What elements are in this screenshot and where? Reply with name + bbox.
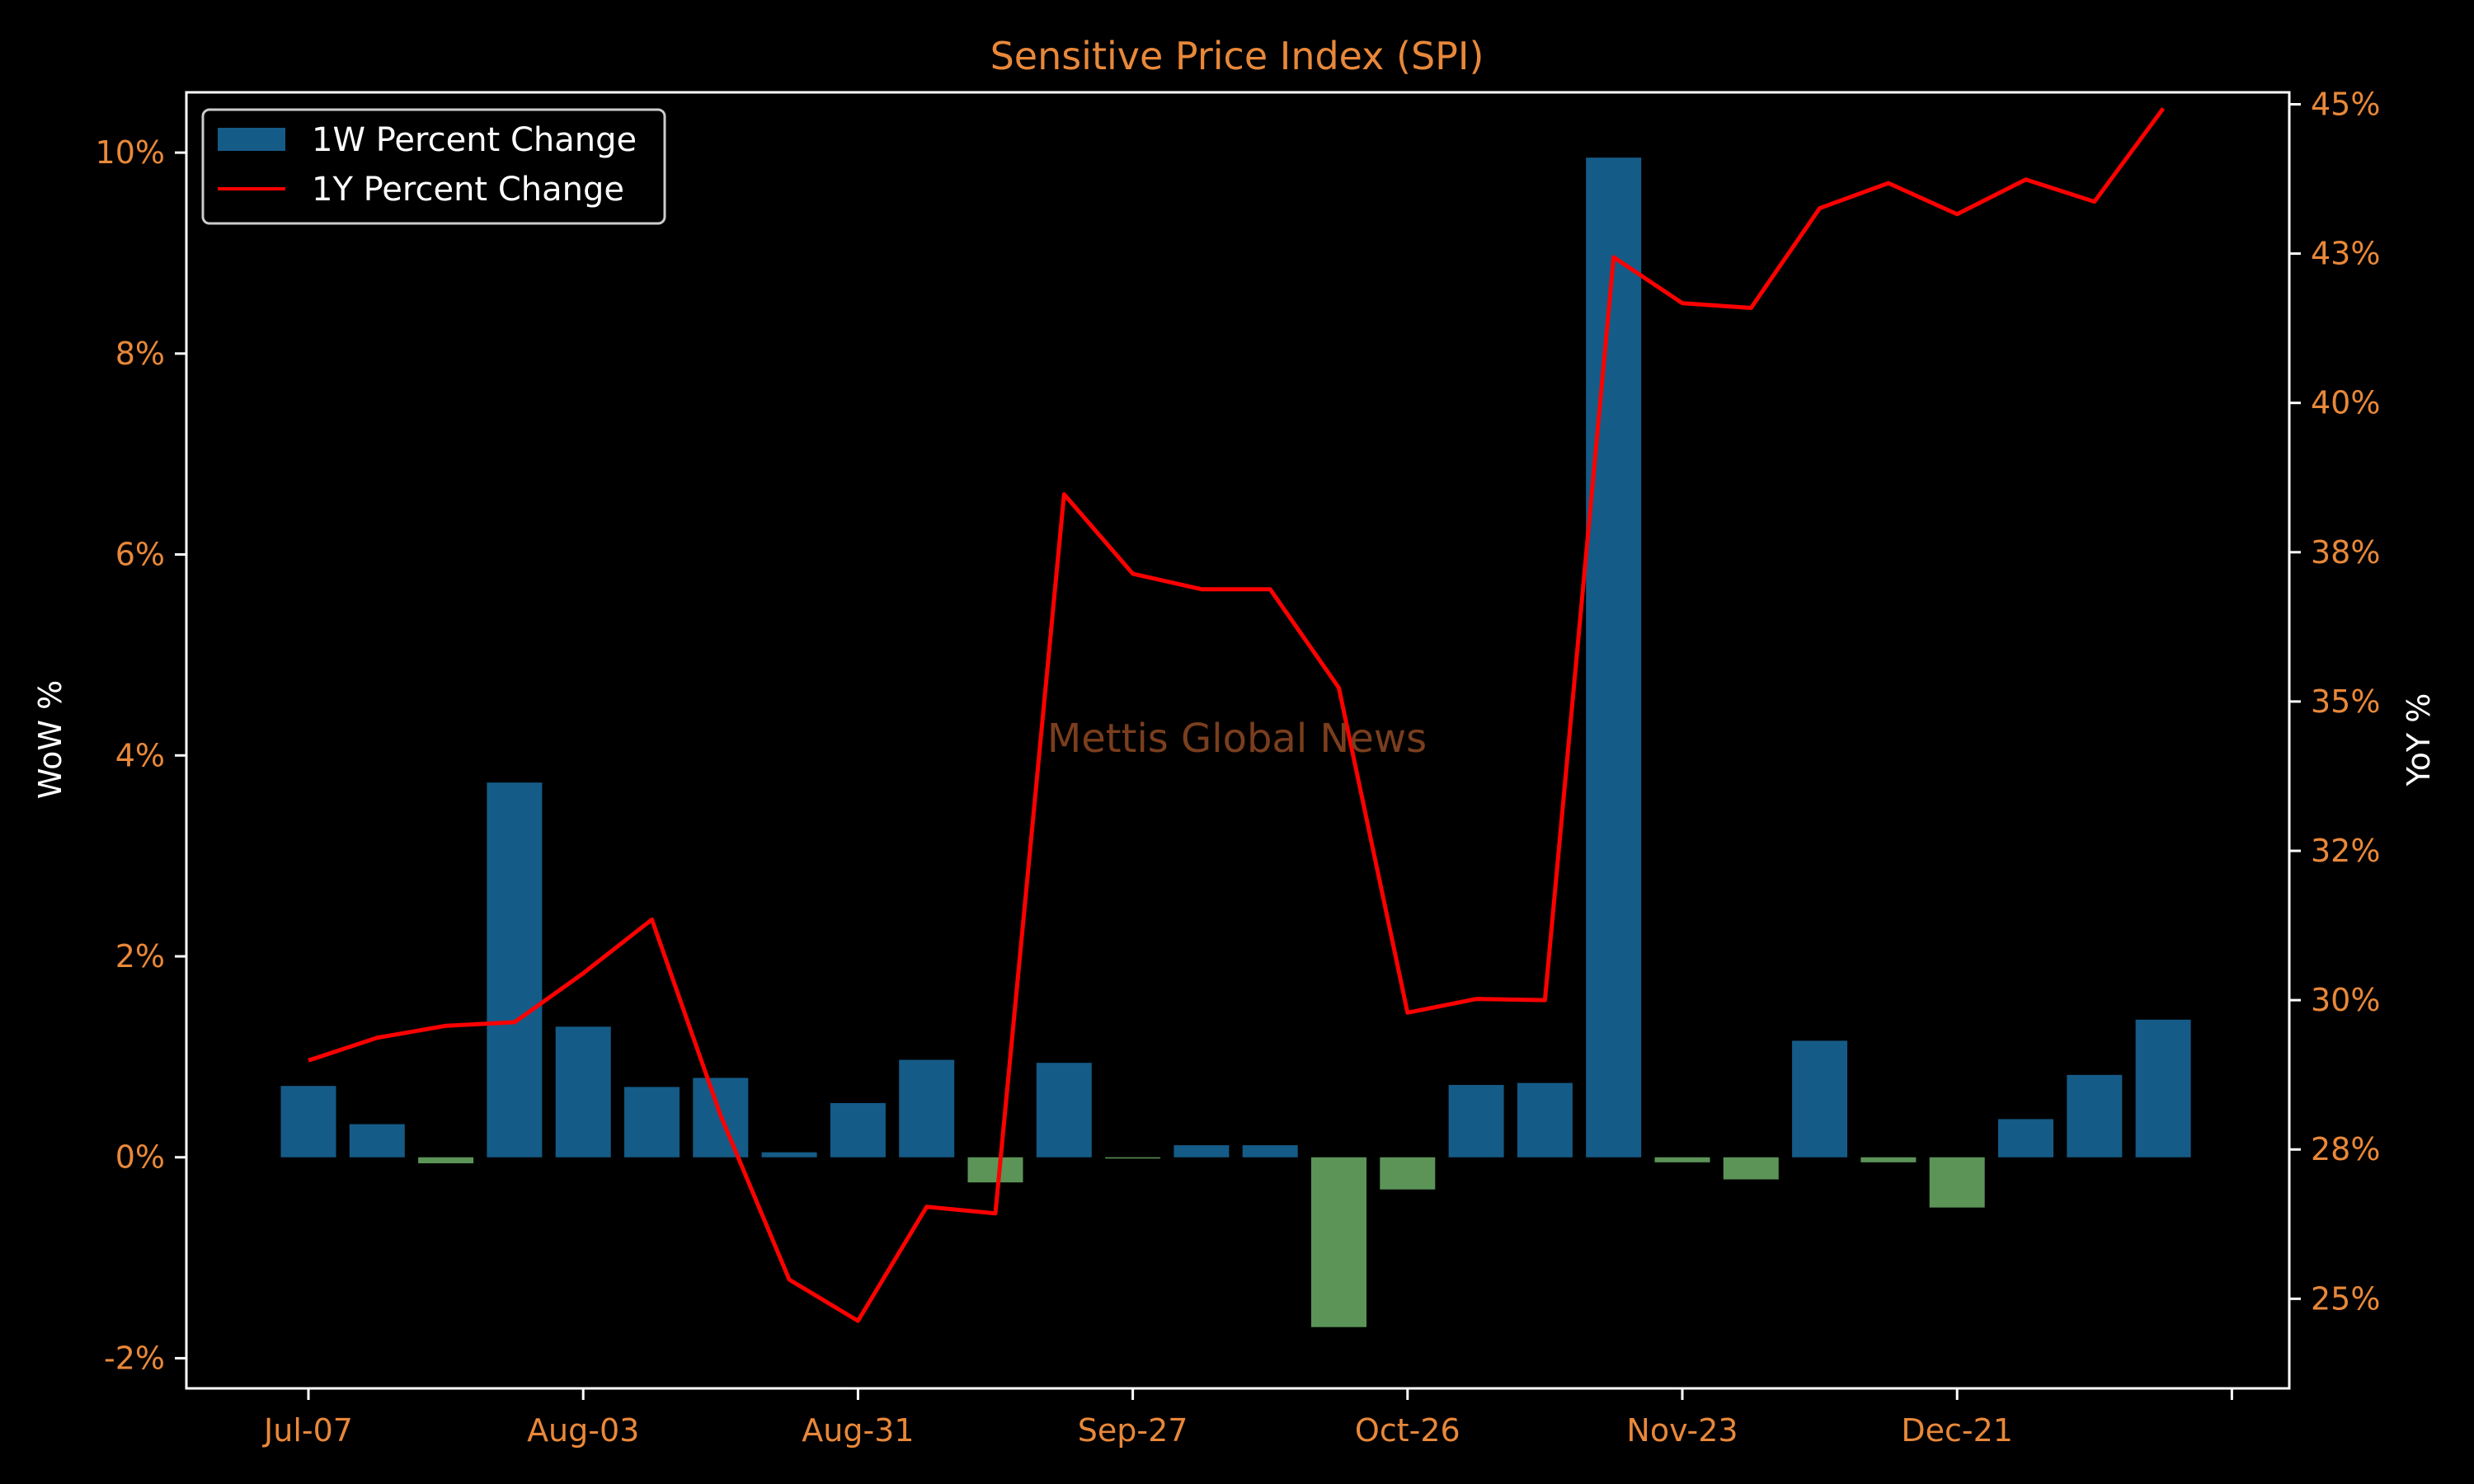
- legend-box: [201, 108, 666, 225]
- y-tick-label-3: 4%: [115, 737, 165, 773]
- wow-bar-9: [899, 1059, 955, 1158]
- watermark-text: Mettis Global News: [1047, 716, 1427, 762]
- wow-bar-0: [280, 1086, 336, 1158]
- wow-bar-11: [1036, 1063, 1092, 1158]
- y-tick-label-0: -2%: [104, 1340, 165, 1376]
- wow-bar-10: [967, 1157, 1023, 1183]
- y-axis-label: WoW %: [32, 680, 68, 799]
- wow-bar-22: [1792, 1040, 1848, 1158]
- wow-bar-20: [1654, 1157, 1710, 1162]
- legend-bar-swatch: [218, 128, 285, 151]
- y2-tick-label-1: 28%: [2311, 1131, 2380, 1167]
- legend: 1W Percent Change 1Y Percent Change: [201, 108, 666, 225]
- y2-tick-label-2: 30%: [2311, 982, 2380, 1018]
- y2-tick-label-5: 38%: [2311, 534, 2380, 571]
- wow-bar-25: [1998, 1119, 2053, 1158]
- wow-bar-26: [2067, 1074, 2123, 1158]
- wow-bar-7: [761, 1152, 817, 1158]
- line-layer: [308, 107, 2166, 1323]
- x-tick-label-0: Jul-07: [262, 1412, 353, 1449]
- x-ticks: Jul-07 Aug-03 Aug-31 Sep-27 Oct-26 Nov-23 Dec-…: [262, 1388, 2233, 1449]
- bars-layer: [280, 157, 2191, 1327]
- y-tick-label-6: 10%: [96, 134, 165, 171]
- wow-bar-5: [624, 1087, 680, 1158]
- wow-bar-17: [1448, 1084, 1504, 1158]
- chart-title: Sensitive Price Index (SPI): [990, 34, 1484, 78]
- wow-bar-16: [1380, 1157, 1436, 1190]
- left-ticks: -2% 0% 2% 4% 6% 8% 10%: [96, 134, 186, 1376]
- y-tick-label-1: 0%: [115, 1139, 165, 1176]
- x-tick-label-3: Sep-27: [1078, 1412, 1188, 1449]
- wow-bar-4: [555, 1026, 611, 1158]
- y2-tick-label-8: 45%: [2311, 86, 2380, 122]
- y-tick-label-5: 8%: [115, 336, 165, 372]
- wow-bar-1: [349, 1124, 405, 1158]
- x-tick-label-5: Nov-23: [1626, 1412, 1738, 1449]
- wow-bar-2: [418, 1157, 474, 1164]
- y2-tick-label-3: 32%: [2311, 833, 2380, 869]
- y-tick-label-4: 6%: [115, 537, 165, 573]
- wow-bar-12: [1105, 1157, 1161, 1159]
- y2-axis-label: YoY %: [2401, 693, 2437, 787]
- wow-bar-18: [1517, 1082, 1573, 1158]
- wow-bar-27: [2135, 1019, 2191, 1158]
- wow-bar-24: [1929, 1157, 1985, 1208]
- legend-line-label: 1Y Percent Change: [312, 171, 624, 209]
- wow-bar-13: [1174, 1145, 1230, 1158]
- wow-bar-21: [1723, 1157, 1779, 1180]
- right-ticks: 25% 28% 30% 32% 35% 38% 40% 43% 45%: [2289, 86, 2380, 1317]
- y2-tick-label-0: 25%: [2311, 1280, 2380, 1317]
- y-tick-label-2: 2%: [115, 938, 165, 974]
- wow-bar-19: [1586, 157, 1642, 1158]
- legend-bar-label: 1W Percent Change: [312, 121, 637, 159]
- wow-bar-14: [1242, 1145, 1298, 1158]
- x-tick-label-2: Aug-31: [802, 1412, 914, 1449]
- wow-bar-23: [1860, 1157, 1917, 1162]
- x-tick-label-1: Aug-03: [527, 1412, 639, 1449]
- plot-frame: [185, 91, 2291, 1390]
- wow-bar-8: [830, 1102, 886, 1158]
- x-tick-label-6: Dec-21: [1901, 1412, 2013, 1449]
- y2-tick-label-7: 43%: [2311, 236, 2380, 272]
- x-tick-label-4: Oct-26: [1355, 1412, 1460, 1449]
- wow-bar-15: [1311, 1157, 1366, 1327]
- yoy-line: [308, 107, 2166, 1323]
- wow-bar-3: [487, 782, 543, 1158]
- y2-tick-label-4: 35%: [2311, 683, 2380, 720]
- y2-tick-label-6: 40%: [2311, 385, 2380, 421]
